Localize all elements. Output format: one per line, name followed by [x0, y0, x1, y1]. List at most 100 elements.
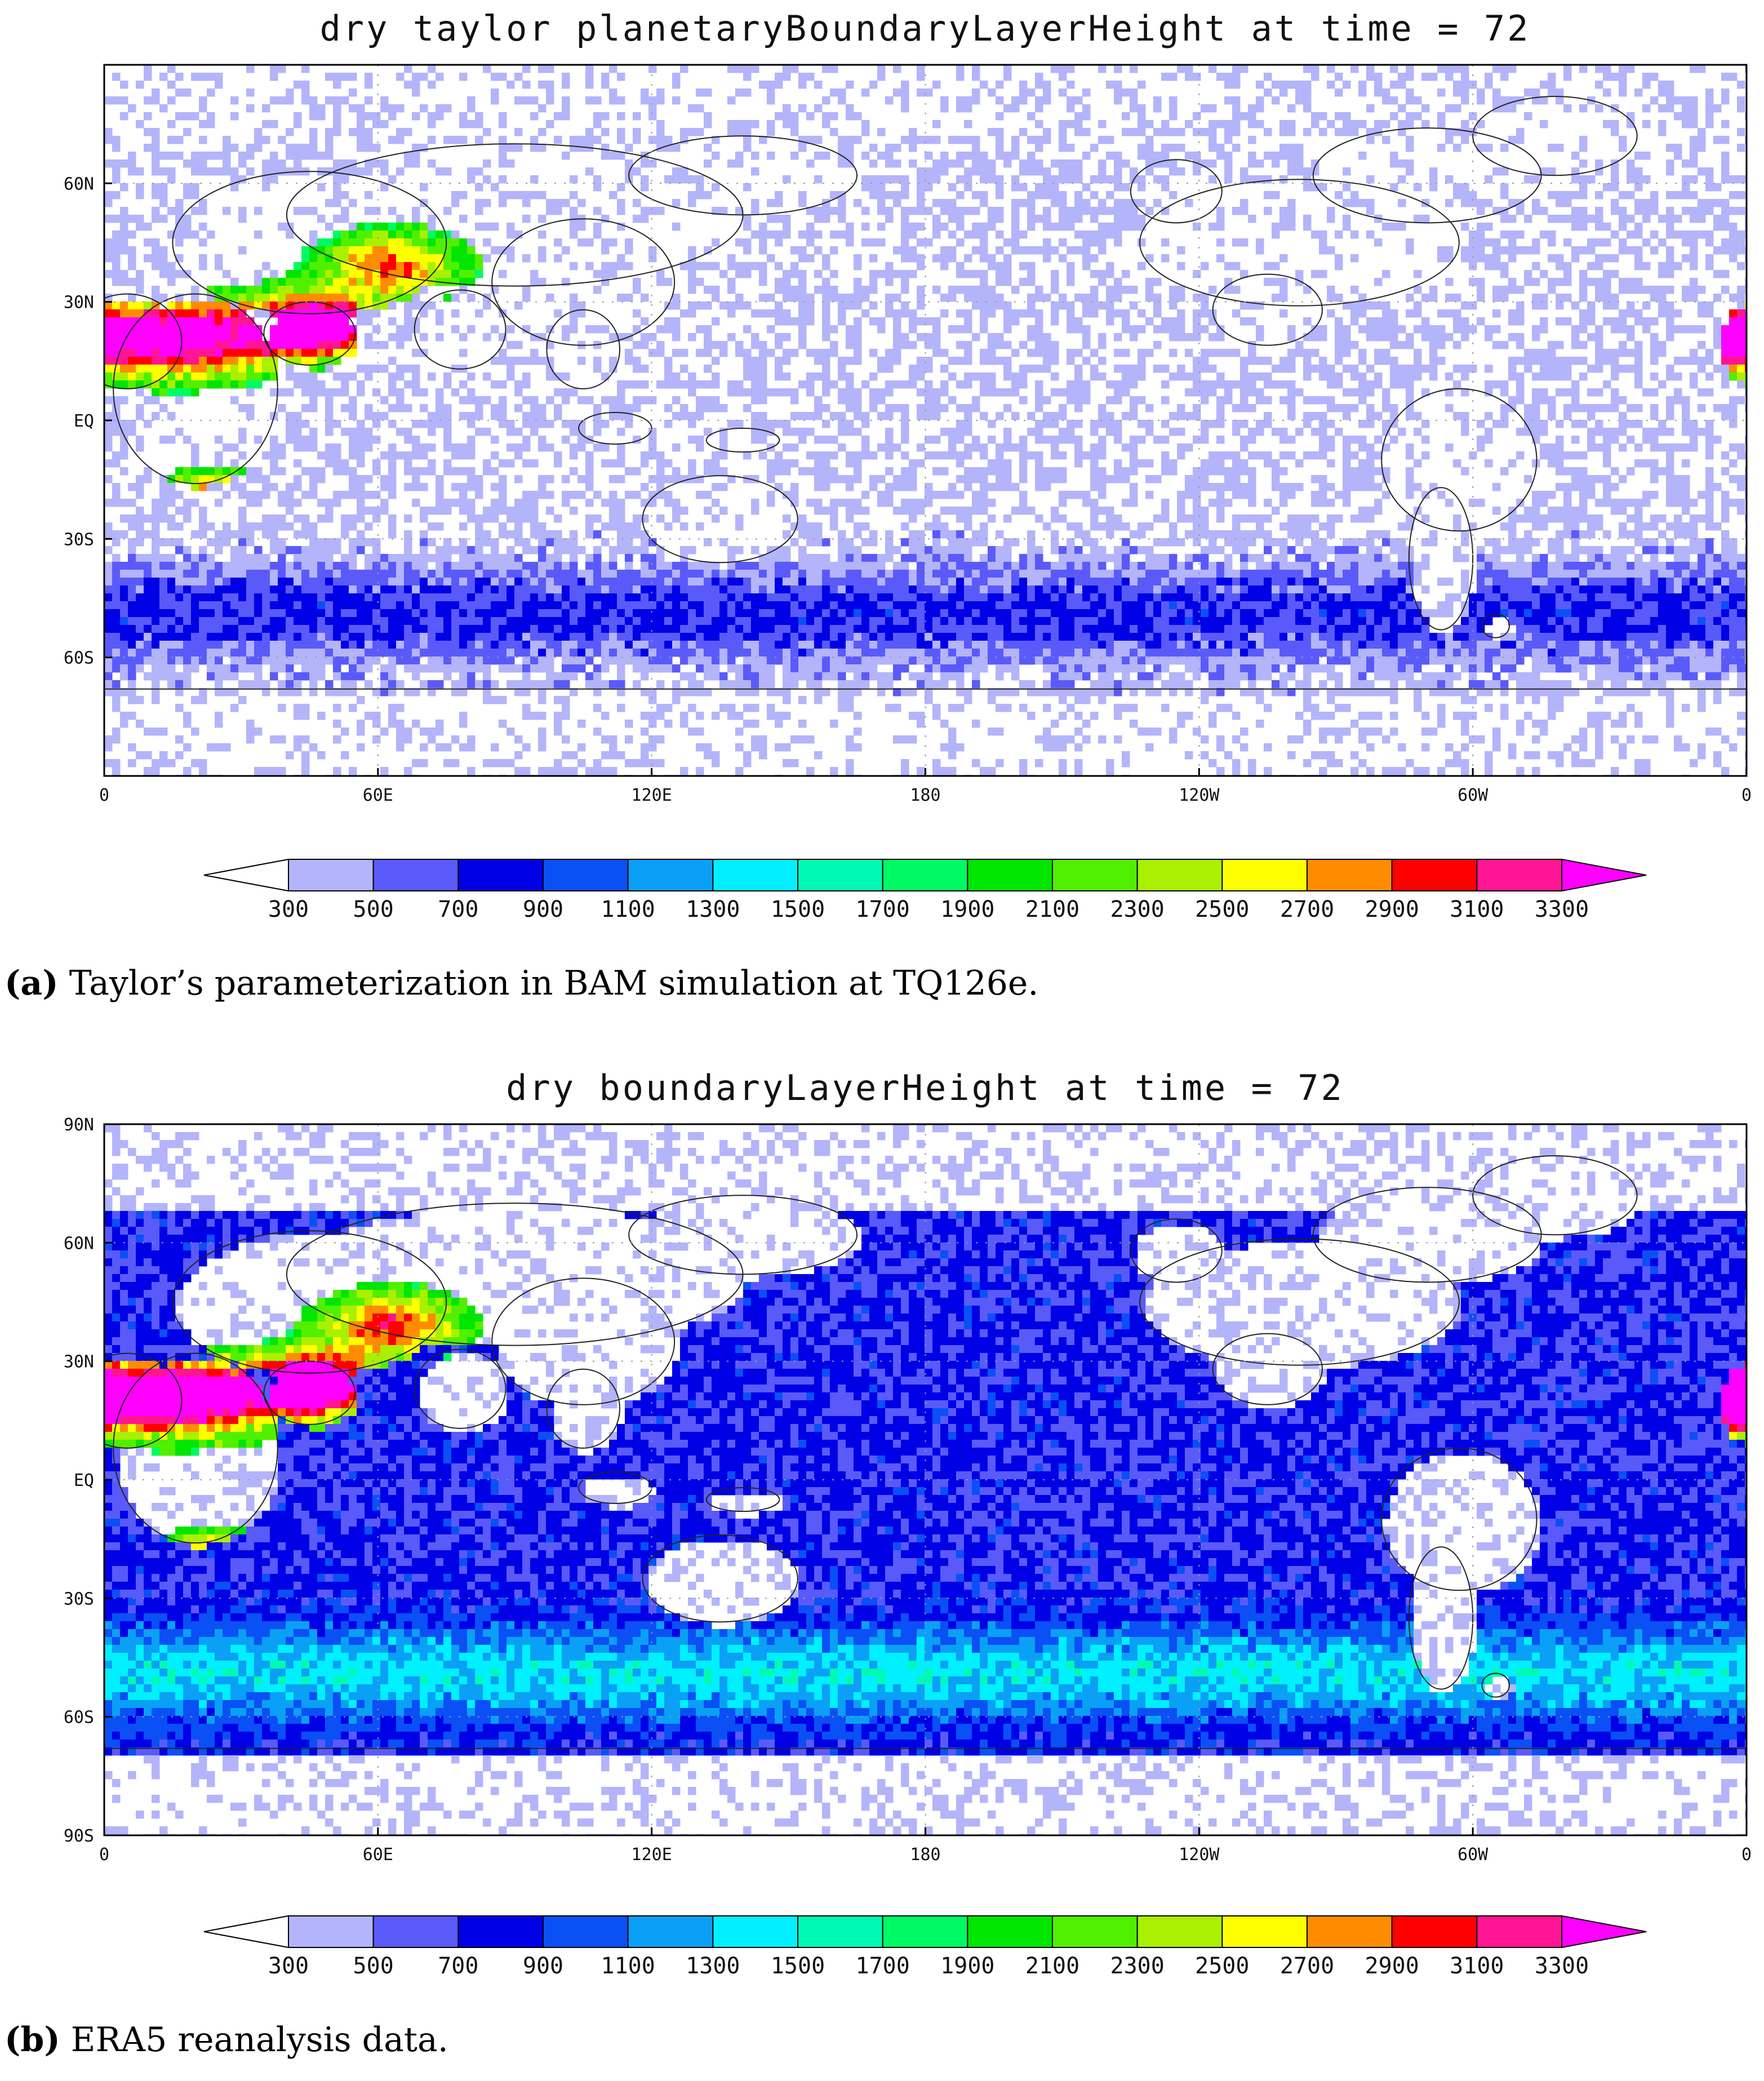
field-cell [317, 152, 326, 160]
field-cell [712, 152, 720, 160]
field-cell [1595, 443, 1603, 452]
field-cell [570, 443, 578, 452]
field-cell [1067, 144, 1075, 152]
field-cell [191, 372, 199, 381]
field-cell [980, 443, 988, 452]
field-cell [254, 380, 263, 389]
field-cell [846, 459, 854, 468]
field-cell [530, 175, 539, 184]
field-cell [1019, 499, 1028, 507]
field-cell [112, 301, 121, 310]
field-cell [1208, 128, 1217, 136]
field-cell [428, 262, 436, 270]
field-cell [412, 499, 420, 507]
field-cell [1358, 420, 1367, 428]
field-cell [514, 301, 523, 310]
field-cell [467, 104, 476, 113]
field-cell [688, 286, 696, 294]
field-cell [1335, 230, 1343, 239]
field-cell [136, 215, 144, 223]
field-cell [964, 380, 972, 389]
field-cell [972, 88, 980, 97]
field-cell [1027, 309, 1036, 318]
field-cell [191, 230, 199, 239]
field-cell [617, 459, 625, 468]
field-cell [1587, 436, 1596, 444]
field-cell [877, 412, 886, 420]
field-cell [877, 199, 886, 207]
field-cell [152, 238, 160, 247]
field-cell [1634, 254, 1643, 263]
field-cell [357, 238, 365, 247]
field-cell [1043, 396, 1051, 405]
field-cell [1279, 309, 1288, 318]
field-cell [719, 270, 728, 278]
field-cell [357, 246, 365, 255]
field-cell [167, 333, 176, 341]
field-cell [341, 254, 349, 263]
field-cell [207, 365, 215, 373]
field-cell [1461, 65, 1469, 73]
field-cell [404, 459, 412, 468]
field-cell [917, 372, 925, 381]
field-cell [783, 428, 791, 436]
field-cell [183, 112, 192, 121]
field-cell [1169, 372, 1178, 381]
field-cell [1145, 475, 1154, 483]
field-cell [1690, 380, 1698, 389]
field-cell [341, 215, 349, 223]
field-cell [1019, 81, 1028, 89]
field-cell [830, 65, 838, 73]
field-cell [325, 317, 334, 326]
field-cell [396, 278, 405, 286]
field-cell [1532, 372, 1540, 381]
field-cell [609, 238, 617, 247]
field-cell [1548, 254, 1556, 263]
field-cell [1287, 388, 1296, 397]
field-cell [1019, 199, 1028, 207]
field-cell [159, 365, 168, 373]
field-cell [167, 96, 176, 105]
field-cell [846, 341, 854, 349]
field-cell [877, 65, 886, 73]
field-cell [1406, 246, 1414, 255]
field-cell [925, 357, 933, 365]
field-cell [1532, 396, 1540, 405]
field-cell [1611, 270, 1619, 278]
field-cell [601, 270, 610, 278]
field-cell [672, 443, 681, 452]
field-cell [846, 475, 854, 483]
field-cell [1421, 436, 1430, 444]
field-cell [1256, 357, 1264, 365]
field-cell [577, 238, 586, 247]
field-cell [1548, 349, 1556, 357]
field-cell [506, 365, 515, 373]
field-cell [1059, 428, 1067, 436]
field-cell [1130, 396, 1138, 405]
field-cell [917, 199, 925, 207]
field-cell [1114, 294, 1122, 302]
field-cell [420, 183, 428, 192]
field-cell [1106, 380, 1114, 389]
field-cell [522, 372, 531, 381]
field-cell [1619, 207, 1627, 215]
field-cell [1232, 104, 1241, 113]
field-cell [309, 396, 318, 405]
field-cell [585, 475, 594, 483]
field-cell [412, 230, 420, 239]
field-cell [1090, 270, 1099, 278]
field-cell [396, 128, 405, 136]
field-cell [1035, 96, 1043, 105]
field-cell [475, 475, 483, 483]
field-cell [1003, 104, 1012, 113]
field-cell [1563, 191, 1572, 199]
field-cell [751, 388, 759, 397]
field-cell [577, 199, 586, 207]
field-cell [325, 325, 334, 334]
field-cell [1595, 349, 1603, 357]
field-cell [625, 238, 633, 247]
field-cell [254, 207, 263, 215]
field-cell [538, 412, 546, 420]
field-cell [838, 372, 846, 381]
field-cell [1256, 159, 1264, 168]
